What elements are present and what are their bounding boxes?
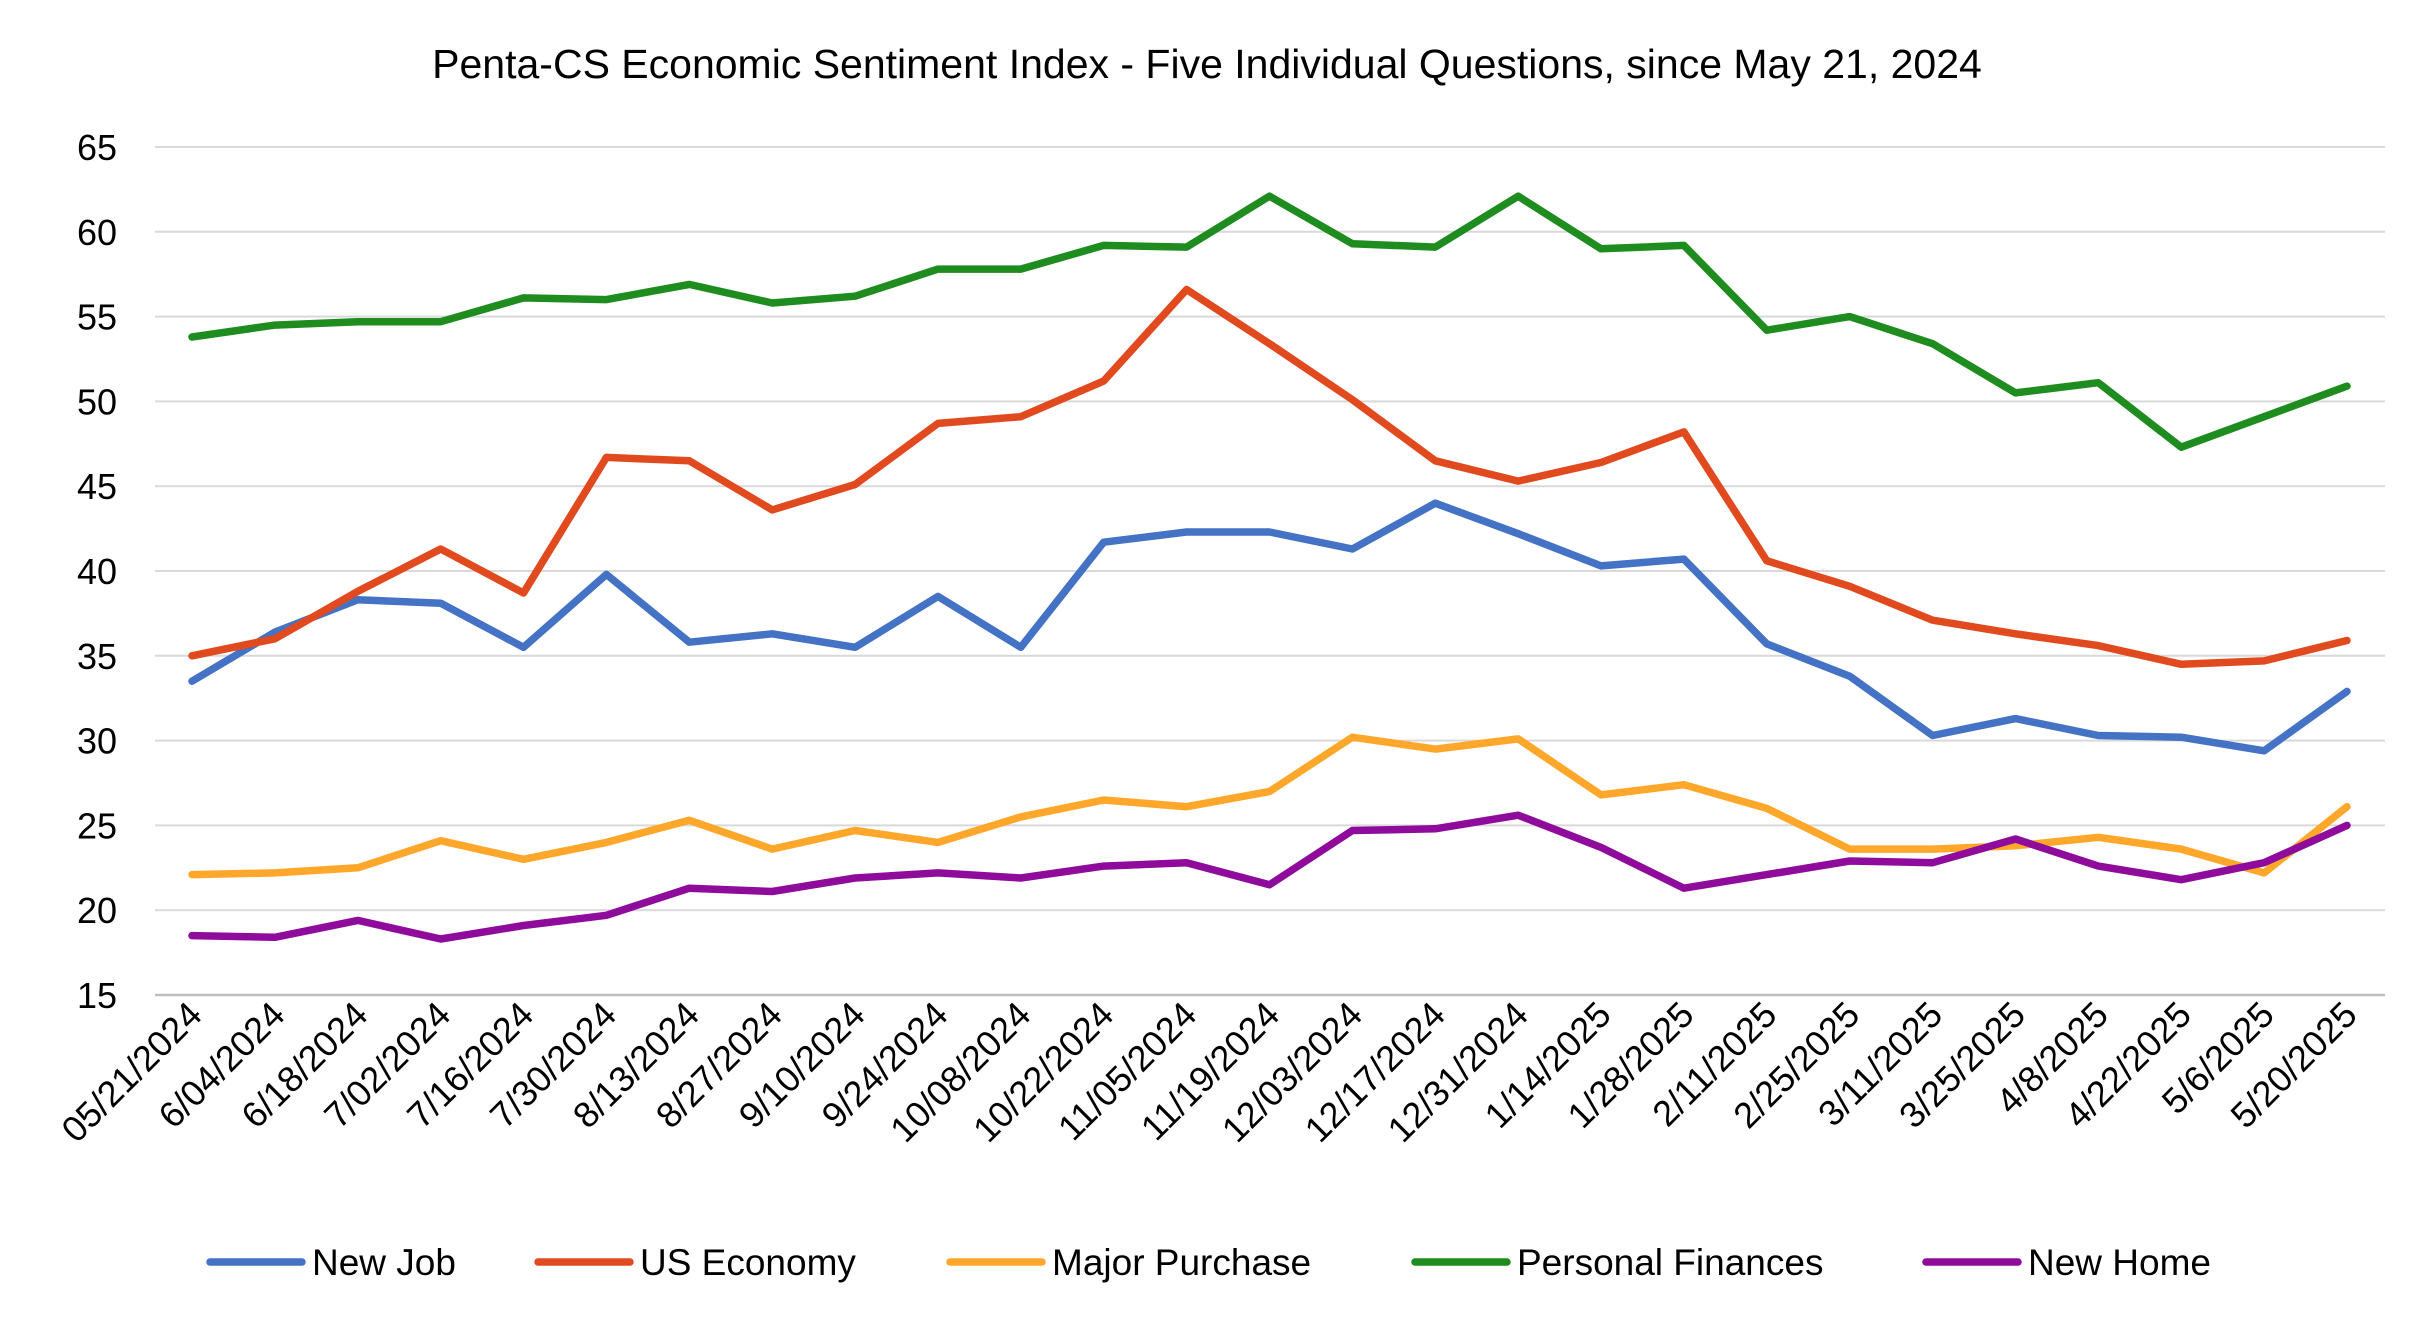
series-line-new-home xyxy=(188,811,2351,943)
y-tick-label: 40 xyxy=(77,551,117,592)
y-tick-label: 30 xyxy=(77,721,117,762)
y-axis-tick-labels: 15 20 25 30 35 40 45 50 55 60 65 xyxy=(77,127,117,1016)
legend-label: New Home xyxy=(2028,1242,2211,1283)
series-line-personal-finances xyxy=(188,192,2351,451)
series-line-new-job xyxy=(188,499,2351,755)
y-tick-label: 15 xyxy=(77,975,117,1016)
legend: New Job US Economy Major Purchase Personal … xyxy=(206,1242,2211,1283)
chart-title: Penta-CS Economic Sentiment Index - Five… xyxy=(432,41,1982,87)
y-tick-label: 35 xyxy=(77,636,117,677)
legend-label: New Job xyxy=(312,1242,456,1283)
legend-label: US Economy xyxy=(640,1242,856,1283)
legend-label: Personal Finances xyxy=(1517,1242,1823,1283)
series-lines xyxy=(188,192,2351,943)
y-tick-label: 65 xyxy=(77,127,117,168)
y-tick-label: 50 xyxy=(77,381,117,422)
y-tick-label: 20 xyxy=(77,890,117,931)
y-tick-label: 60 xyxy=(77,212,117,253)
x-axis-tick-labels: 05/21/20246/04/20246/18/20247/02/20247/1… xyxy=(53,994,2364,1150)
y-tick-label: 55 xyxy=(77,297,117,338)
series-line-major-purchase xyxy=(188,733,2351,879)
grid-lines xyxy=(155,146,2385,997)
series-line-us-economy xyxy=(188,285,2351,669)
y-tick-label: 25 xyxy=(77,805,117,846)
y-tick-label: 45 xyxy=(77,466,117,507)
legend-label: Major Purchase xyxy=(1052,1242,1311,1283)
